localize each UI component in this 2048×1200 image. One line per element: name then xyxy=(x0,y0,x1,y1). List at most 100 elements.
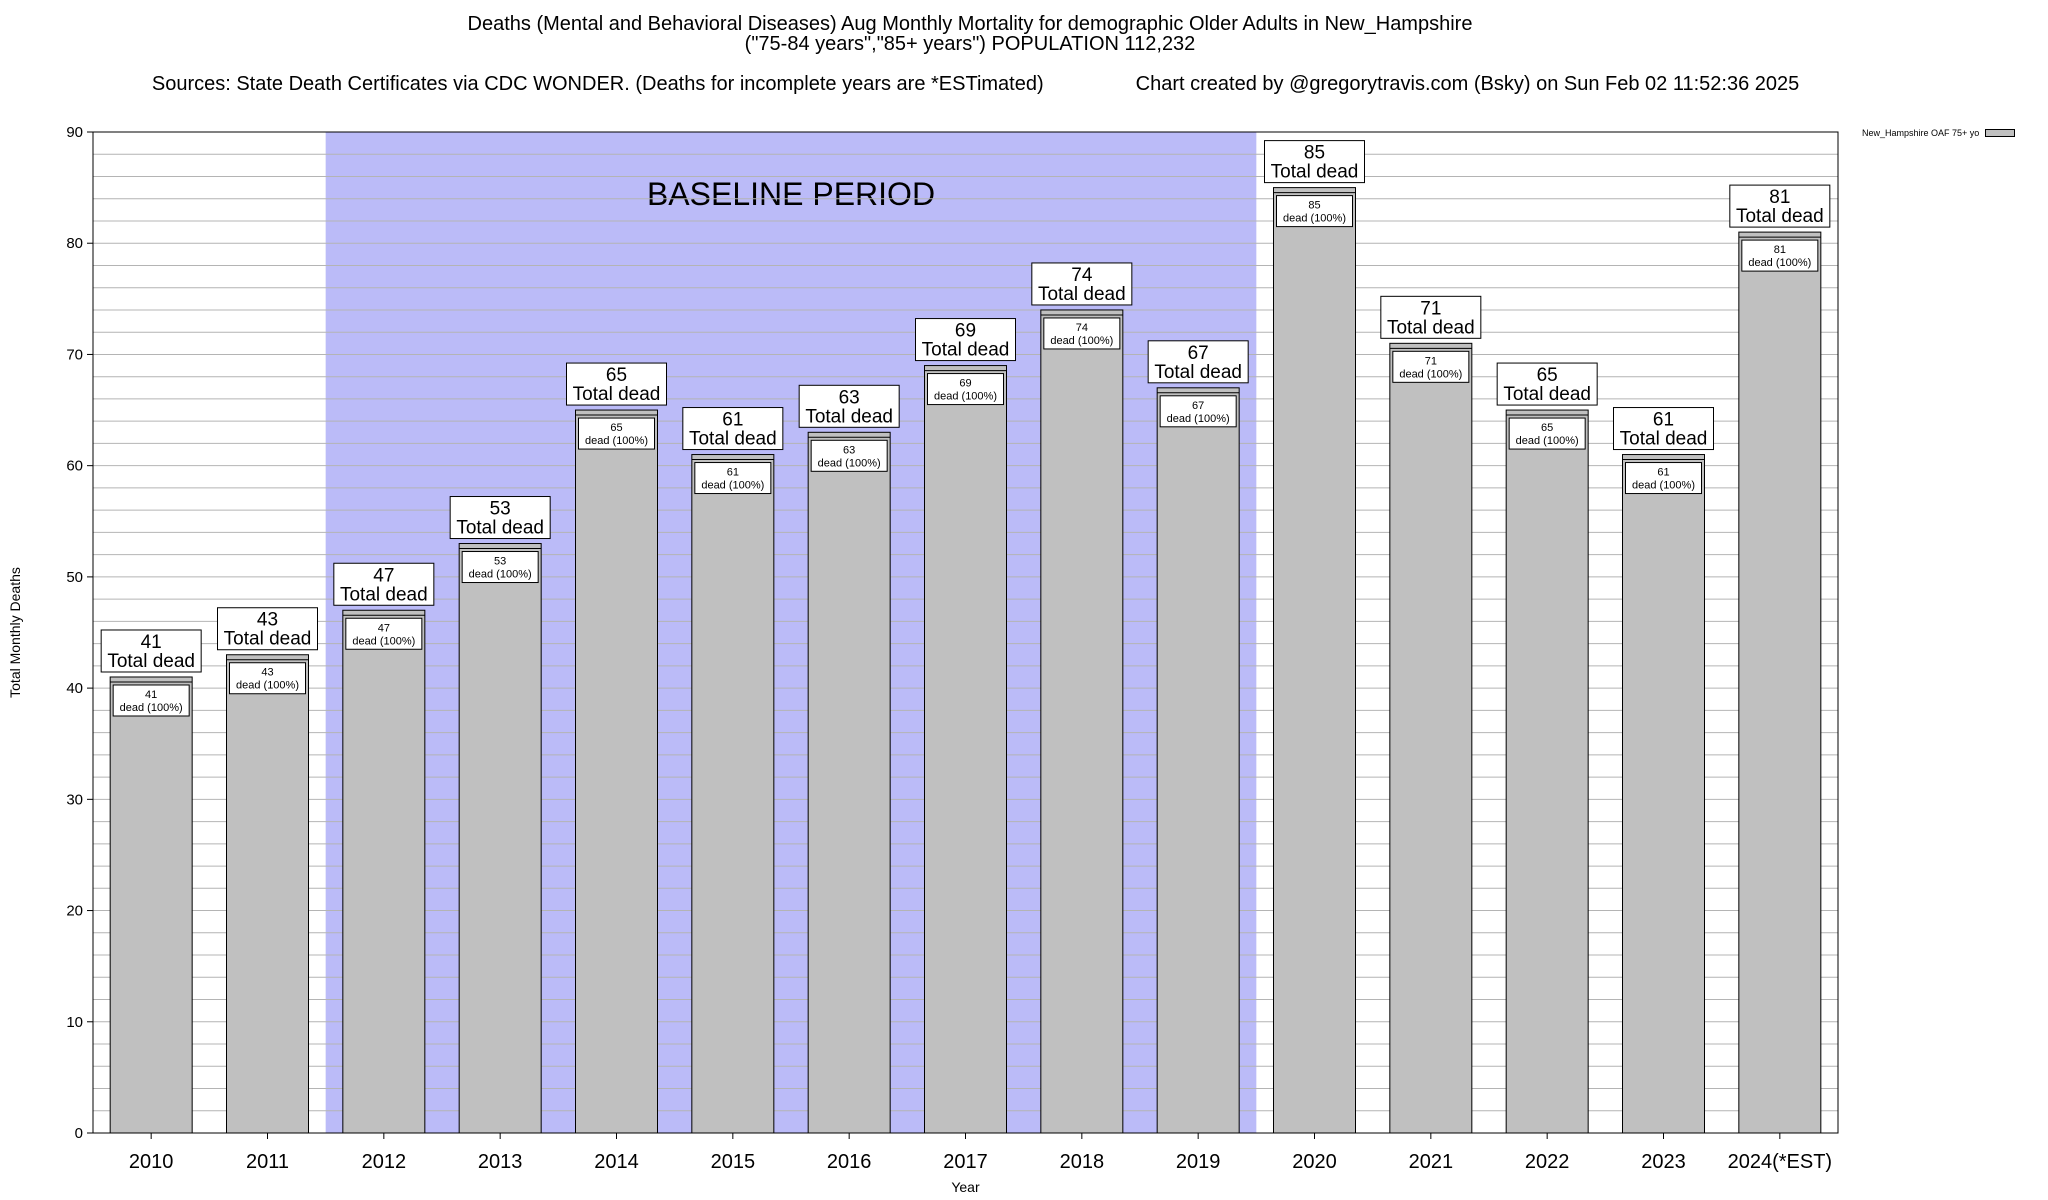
y-tick-label: 60 xyxy=(66,458,83,475)
y-tick-label: 40 xyxy=(66,680,83,697)
inner-dead-label: dead (100%) xyxy=(469,569,532,581)
total-value-label: 41 xyxy=(141,632,162,653)
total-dead-label: Total dead xyxy=(805,406,893,427)
x-tick-label: 2014 xyxy=(594,1151,639,1173)
inner-value-label: 61 xyxy=(1657,467,1669,479)
inner-dead-label: dead (100%) xyxy=(1399,368,1462,380)
inner-label-box xyxy=(1276,195,1353,228)
inner-value-label: 65 xyxy=(1541,422,1553,434)
inner-label-box xyxy=(1625,462,1702,495)
chart-credit: Chart created by @gregorytravis.com (Bsk… xyxy=(1135,73,1800,95)
inner-label-box xyxy=(1159,395,1237,428)
bar xyxy=(1622,454,1705,1134)
inner-label-box xyxy=(1392,350,1470,383)
inner-value-label: 69 xyxy=(959,378,971,390)
inner-label-box xyxy=(1043,317,1121,350)
total-dead-label: Total dead xyxy=(573,384,661,405)
legend: New_Hampshire OAF 75+ yo xyxy=(1862,128,2016,138)
total-value-label: 85 xyxy=(1304,143,1325,164)
x-tick-label: 2024(*EST) xyxy=(1728,1151,1833,1173)
total-label-box xyxy=(1729,184,1831,228)
x-tick-label: 2010 xyxy=(129,1151,174,1173)
bar xyxy=(1505,409,1589,1134)
total-dead-label: Total dead xyxy=(1271,162,1359,183)
x-tick-label: 2017 xyxy=(943,1151,988,1173)
total-dead-label: Total dead xyxy=(224,629,312,650)
inner-dead-label: dead (100%) xyxy=(585,435,648,447)
inner-dead-label: dead (100%) xyxy=(701,480,764,492)
inner-dead-label: dead (100%) xyxy=(1167,413,1230,425)
total-label-box xyxy=(915,318,1016,362)
total-value-label: 63 xyxy=(839,387,860,408)
total-label-box xyxy=(449,496,551,540)
total-dead-label: Total dead xyxy=(689,429,777,450)
inner-value-label: 61 xyxy=(727,467,739,479)
inner-dead-label: dead (100%) xyxy=(236,680,299,692)
inner-value-label: 43 xyxy=(261,667,273,679)
y-tick-label: 50 xyxy=(66,569,83,586)
x-tick-label: 2021 xyxy=(1409,1151,1454,1173)
total-label-box xyxy=(100,629,202,673)
bar xyxy=(1738,231,1822,1134)
total-label-box xyxy=(566,362,667,406)
inner-value-label: 74 xyxy=(1076,322,1088,334)
bar xyxy=(1389,342,1473,1134)
inner-label-box xyxy=(1741,239,1819,272)
inner-label-box xyxy=(1508,417,1586,450)
x-tick-label: 2013 xyxy=(478,1151,523,1173)
y-tick-label: 90 xyxy=(66,124,83,141)
inner-value-label: 71 xyxy=(1425,355,1437,367)
total-value-label: 43 xyxy=(257,610,278,631)
total-label-box xyxy=(1147,340,1249,384)
total-value-label: 71 xyxy=(1420,298,1441,319)
inner-value-label: 85 xyxy=(1308,200,1320,212)
inner-label-box xyxy=(927,373,1004,406)
chart-subtitle: ("75-84 years","85+ years") POPULATION 1… xyxy=(744,33,1196,55)
x-tick-label: 2012 xyxy=(362,1151,407,1173)
inner-label-box xyxy=(578,417,655,450)
bar xyxy=(807,431,891,1134)
bar xyxy=(924,365,1007,1134)
x-tick-label: 2020 xyxy=(1292,1151,1337,1173)
inner-dead-label: dead (100%) xyxy=(1748,257,1811,269)
total-dead-label: Total dead xyxy=(922,340,1010,361)
total-label-box xyxy=(1496,362,1598,406)
total-label-box xyxy=(682,407,784,451)
y-tick-label: 0 xyxy=(75,1125,83,1142)
inner-dead-label: dead (100%) xyxy=(1632,480,1695,492)
total-label-box xyxy=(217,607,318,651)
total-dead-label: Total dead xyxy=(1154,362,1242,383)
x-tick-label: 2023 xyxy=(1641,1151,1686,1173)
bar xyxy=(691,454,775,1134)
bar xyxy=(1156,387,1240,1134)
total-label-box xyxy=(1031,262,1133,306)
y-tick-label: 30 xyxy=(66,791,83,808)
inner-value-label: 81 xyxy=(1774,244,1786,256)
total-dead-label: Total dead xyxy=(107,651,195,672)
inner-value-label: 63 xyxy=(843,444,855,456)
total-dead-label: Total dead xyxy=(1620,429,1708,450)
bar xyxy=(458,543,542,1134)
inner-label-box xyxy=(345,617,423,650)
y-tick-label: 20 xyxy=(66,903,83,920)
bar xyxy=(1273,187,1356,1134)
x-tick-label: 2019 xyxy=(1176,1151,1221,1173)
total-value-label: 65 xyxy=(1537,365,1558,386)
y-tick-label: 80 xyxy=(66,235,83,252)
x-tick-label: 2018 xyxy=(1060,1151,1105,1173)
y-tick-label: 10 xyxy=(66,1014,83,1031)
inner-dead-label: dead (100%) xyxy=(934,391,997,403)
total-value-label: 67 xyxy=(1188,343,1209,364)
total-dead-label: Total dead xyxy=(1503,384,1591,405)
inner-value-label: 47 xyxy=(378,622,390,634)
baseline-period-label: BASELINE PERIOD xyxy=(647,176,935,212)
inner-label-box xyxy=(810,439,888,472)
total-value-label: 53 xyxy=(490,499,511,520)
total-value-label: 61 xyxy=(1653,410,1674,431)
bar xyxy=(226,654,309,1134)
bar xyxy=(342,609,426,1134)
total-label-box xyxy=(333,562,435,606)
y-tick-label: 70 xyxy=(66,346,83,363)
bar xyxy=(109,676,193,1134)
